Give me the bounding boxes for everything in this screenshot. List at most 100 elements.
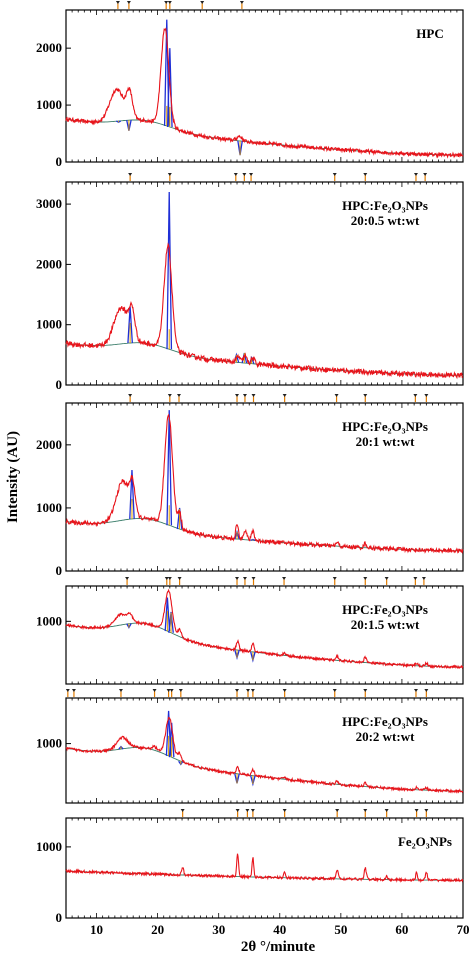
y-tick-label: 1000 [36,839,62,854]
hkl-marker-head [200,1,205,4]
hkl-marker-head [363,394,368,397]
y-tick-label: 1000 [36,317,62,332]
hkl-marker-head [363,689,368,692]
panel-frame [65,9,464,163]
hkl-marker-head [332,689,337,692]
reflection-peak [168,611,174,633]
xrd-panel-1: 0 1000 2000 HPC [36,1,464,169]
panel-label: HPC:Fe₂O₃NPs [342,198,428,213]
panel-label: 20:1 wt:wt [356,434,416,449]
hkl-marker-head [251,577,256,580]
x-tick-label: 10 [90,922,103,937]
hkl-marker-head [334,394,339,397]
reflection-peak [250,651,256,663]
panel-label: HPC:Fe₂O₃NPs [342,419,428,434]
background-fit-line [65,342,464,376]
panel-label: HPC [416,26,443,41]
panel-frame [65,697,464,804]
hkl-marker-head [115,1,120,4]
hkl-marker-head [424,394,429,397]
x-tick-label: 30 [212,922,225,937]
reflection-peak [166,410,173,526]
hkl-marker-head [235,809,240,812]
hkl-marker-head [180,809,185,812]
hkl-marker-head [282,689,287,692]
hkl-marker-head [363,809,368,812]
y-tick-label: 0 [56,154,63,169]
hkl-marker-head [421,577,426,580]
panel-label: HPC:Fe₂O₃NPs [342,714,428,729]
hkl-marker-head [282,394,287,397]
y-tick-label: 1000 [36,736,62,751]
panel-label: 20:2 wt:wt [356,729,416,744]
y-axis-label: Intensity (AU) [5,431,21,523]
hkl-marker-head [118,689,123,692]
hkl-marker-head [166,689,171,692]
x-axis-label: 2θ °/minute [241,939,316,955]
hkl-marker-head [246,689,251,692]
hkl-marker-head [335,809,340,812]
reflection-peak [176,507,183,530]
hkl-marker-head [167,173,172,176]
hkl-marker-head [424,689,429,692]
x-tick-label: 20 [151,922,164,937]
reflection-peak [234,529,240,540]
hkl-marker-head [384,809,389,812]
panel-label: HPC:Fe₂O₃NPs [342,602,428,617]
background-fit-line [65,518,463,552]
measured-pattern-line [65,853,464,884]
panel-label: 20:1.5 wt:wt [351,617,420,632]
panel-label: Fe₂O₃NPs [398,834,452,849]
reflection-peak [129,470,135,519]
hkl-marker-head [65,689,70,692]
hkl-marker-head [251,394,256,397]
hkl-marker-head [164,577,169,580]
hkl-marker-head [413,577,418,580]
hkl-marker-head [233,173,238,176]
hkl-marker-head [164,1,169,4]
y-tick-label: 1000 [36,97,62,112]
background-fit-line [65,747,463,792]
hkl-marker-head [167,577,172,580]
measured-pattern-line [65,588,464,670]
hkl-marker-head [413,394,418,397]
measured-pattern-line [65,413,464,554]
hkl-marker-head [128,394,133,397]
hkl-marker-head [167,1,172,4]
y-tick-label: 2000 [36,256,62,271]
hkl-marker-head [242,173,247,176]
y-tick-label: 0 [56,910,63,925]
y-tick-label: 2000 [36,437,62,452]
hkl-marker-head [282,809,287,812]
y-tick-label: 0 [56,377,63,392]
hkl-marker-head [152,689,157,692]
hkl-marker-head [414,809,419,812]
hkl-marker-head [239,1,244,4]
y-tick-label: 1000 [36,613,62,628]
hkl-marker-head [282,577,287,580]
hkl-marker-head [245,809,250,812]
x-tick-label: 40 [273,922,286,937]
panel-frame [65,402,464,572]
reflection-peak [168,722,175,758]
hkl-marker-head [250,689,255,692]
x-tick-label: 60 [395,922,408,937]
panel-frame [65,817,464,919]
y-tick-label: 3000 [36,196,62,211]
hkl-marker-head [332,173,337,176]
panel-label: 20:0.5 wt:wt [351,213,420,228]
panel-frame [65,181,464,386]
measured-pattern-line [65,716,464,794]
hkl-marker-head [424,809,429,812]
hkl-marker-head [235,689,240,692]
hkl-marker-head [167,394,172,397]
hkl-marker-head [125,577,130,580]
hkl-marker-head [178,689,183,692]
hkl-marker-head [249,173,254,176]
y-tick-label: 2000 [36,40,62,55]
